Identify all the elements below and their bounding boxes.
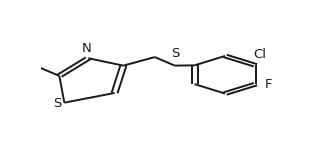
Text: N: N (82, 42, 92, 55)
Text: F: F (264, 78, 272, 91)
Text: S: S (171, 47, 179, 60)
Text: S: S (53, 97, 61, 110)
Text: Cl: Cl (253, 48, 266, 61)
